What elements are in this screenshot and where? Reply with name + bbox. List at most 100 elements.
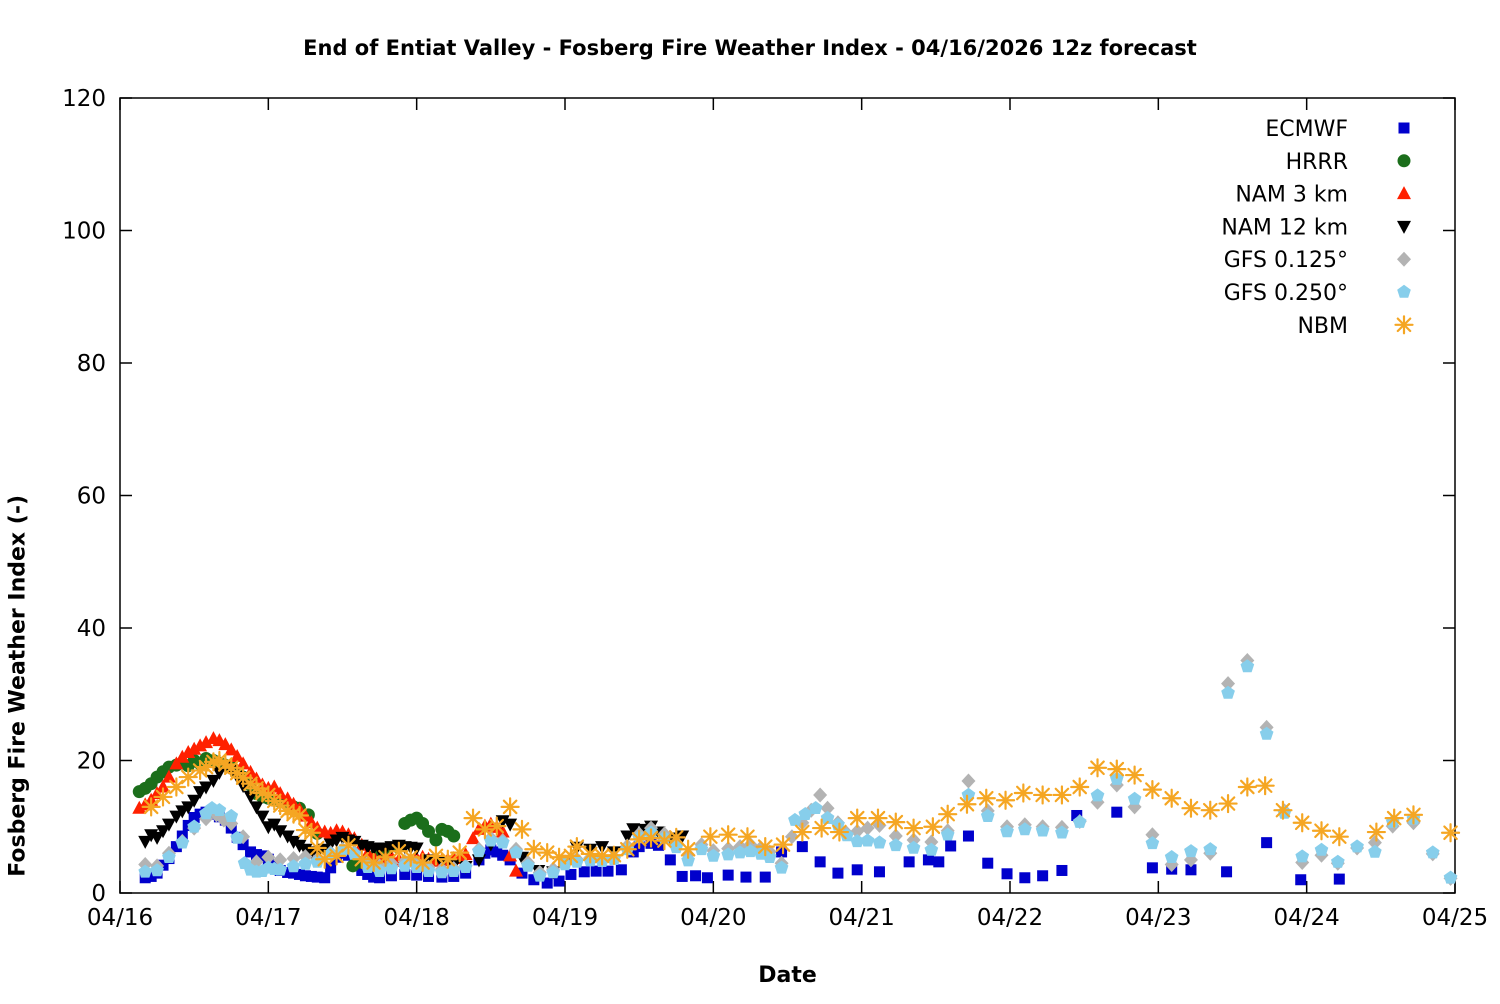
scatter-point	[888, 828, 903, 844]
scatter-point	[187, 741, 202, 755]
scatter-point	[788, 812, 802, 826]
scatter-point	[664, 854, 676, 866]
scatter-point	[479, 847, 491, 859]
scatter-point	[212, 766, 227, 780]
scatter-point	[162, 850, 176, 863]
scatter-point	[138, 835, 153, 849]
scatter-point	[957, 794, 977, 814]
scatter-point	[267, 818, 282, 832]
scatter-point	[426, 846, 446, 866]
scatter-point	[372, 863, 387, 877]
scatter-point	[199, 735, 214, 749]
scatter-point	[814, 856, 826, 868]
scatter-point	[1440, 823, 1461, 843]
scatter-point	[401, 847, 421, 867]
scatter-point	[1397, 284, 1411, 298]
scatter-point	[368, 871, 380, 883]
x-tick-label: 04/25	[1422, 905, 1488, 931]
scatter-point	[851, 864, 863, 876]
scatter-point	[776, 846, 788, 858]
scatter-point	[980, 808, 995, 822]
scatter-point	[995, 790, 1016, 810]
scatter-point	[847, 808, 867, 828]
x-tick-label: 04/17	[235, 905, 301, 931]
scatter-point	[249, 801, 264, 815]
scatter-point	[362, 868, 374, 880]
scatter-point	[694, 842, 709, 856]
scatter-point	[873, 866, 885, 878]
scatter-point	[733, 845, 747, 859]
scatter-point	[1142, 780, 1163, 800]
scatter-point	[1403, 805, 1424, 825]
scatter-point	[491, 846, 503, 858]
scatter-point	[1368, 844, 1382, 858]
scatter-point	[567, 837, 587, 857]
scatter-point	[860, 833, 875, 847]
scatter-point	[1261, 837, 1273, 849]
scatter-point	[546, 865, 560, 879]
scatter-point	[1394, 315, 1414, 335]
scatter-point	[829, 822, 850, 842]
scatter-point	[218, 737, 233, 751]
scatter-point	[1107, 759, 1127, 779]
scatter-point	[307, 838, 327, 858]
y-tick-label: 80	[77, 351, 106, 377]
scatter-point	[549, 847, 569, 867]
scatter-point	[286, 796, 301, 810]
scatter-point	[267, 779, 282, 793]
scatter-point	[1203, 842, 1218, 856]
scatter-point	[245, 846, 257, 858]
scatter-point	[301, 823, 321, 843]
scatter-point	[374, 872, 386, 884]
scatter-point	[1397, 220, 1411, 234]
scatter-point	[1019, 872, 1031, 884]
scatter-point	[1145, 827, 1160, 843]
x-tick-label: 04/16	[87, 905, 153, 931]
scatter-point	[230, 749, 245, 763]
scatter-point	[512, 819, 532, 840]
scatter-point	[315, 849, 335, 869]
scatter-point	[1314, 842, 1329, 856]
scatter-point	[304, 815, 319, 829]
legend-entry-nbm: NBM	[1297, 314, 1414, 339]
y-tick-label: 0	[91, 881, 106, 907]
legend-entry-gfs-0-125: GFS 0.125°	[1224, 248, 1411, 273]
scatter-point	[273, 825, 288, 839]
scatter-point	[1398, 122, 1410, 134]
scatter-point	[1181, 798, 1201, 818]
scatter-point	[326, 846, 347, 866]
scatter-point	[1255, 776, 1275, 796]
scatter-point	[617, 839, 637, 859]
scatter-point	[286, 859, 301, 873]
scatter-point	[850, 834, 865, 848]
scatter-point	[820, 810, 835, 824]
scatter-point	[181, 745, 196, 759]
scatter-point	[289, 805, 310, 826]
scatter-point	[458, 860, 473, 873]
scatter-point	[188, 811, 200, 823]
scatter-point	[1055, 825, 1069, 839]
scatter-point	[681, 853, 695, 867]
scatter-point	[1087, 758, 1108, 778]
scatter-point	[740, 871, 752, 883]
scatter-point	[161, 769, 176, 783]
scatter-point	[169, 810, 184, 824]
scatter-point	[435, 865, 449, 879]
scatter-point	[1218, 793, 1238, 814]
scatter-point	[138, 864, 153, 878]
scatter-point	[288, 867, 300, 879]
scatter-point	[796, 841, 808, 853]
scatter-point	[1200, 800, 1220, 820]
scatter-point	[292, 839, 307, 853]
scatter-point	[509, 863, 524, 877]
x-axis-ticks: 04/16 04/17 04/18 04/19 04/20 04/21 04/22 04/23…	[87, 98, 1488, 931]
scatter-point	[654, 831, 674, 851]
scatter-point	[615, 864, 627, 876]
scatter-point	[450, 842, 470, 863]
scatter-point	[497, 849, 509, 861]
scatter-point	[1071, 809, 1083, 821]
scatter-point	[411, 869, 423, 881]
scatter-point	[181, 801, 196, 815]
scatter-point	[626, 823, 641, 837]
